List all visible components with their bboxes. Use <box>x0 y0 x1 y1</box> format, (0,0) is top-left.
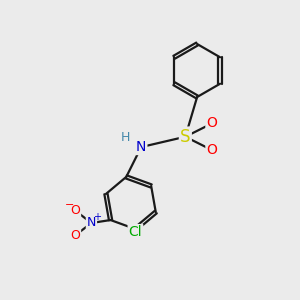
Text: O: O <box>70 229 80 242</box>
Text: H: H <box>120 131 130 144</box>
Text: N: N <box>87 217 96 230</box>
Text: −: − <box>65 200 74 210</box>
Text: O: O <box>206 143 217 157</box>
Text: O: O <box>70 204 80 217</box>
Text: O: O <box>206 116 217 130</box>
Text: S: S <box>180 128 190 146</box>
Text: N: N <box>136 140 146 154</box>
Text: Cl: Cl <box>129 225 142 239</box>
Text: +: + <box>93 212 101 222</box>
